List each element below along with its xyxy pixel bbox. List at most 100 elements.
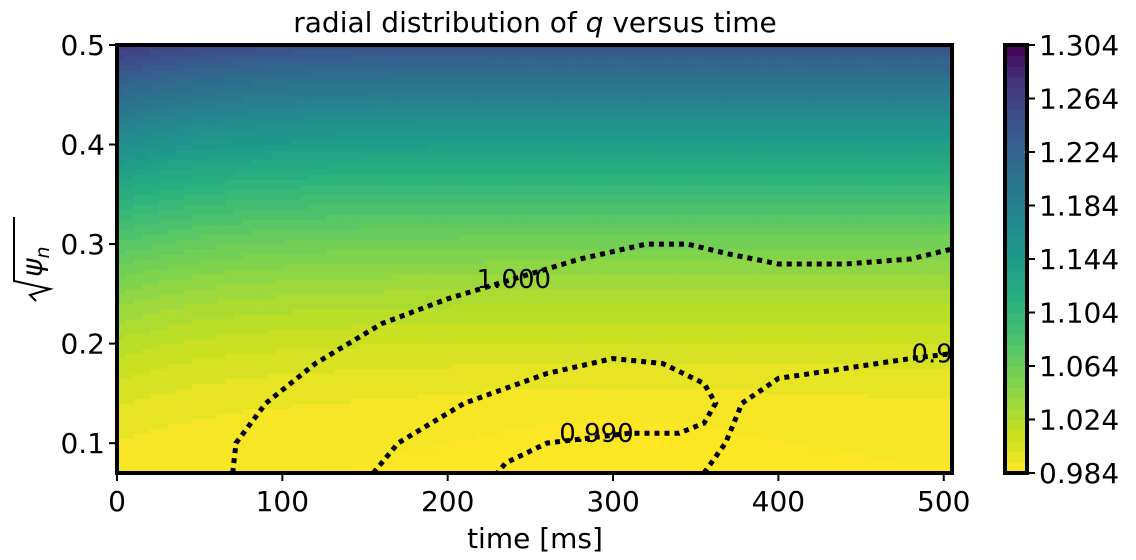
heatmap-cell bbox=[459, 338, 469, 345]
heatmap-cell bbox=[584, 313, 594, 320]
heatmap-cell bbox=[359, 159, 369, 166]
heatmap-cell bbox=[551, 99, 561, 106]
heatmap-cell bbox=[342, 313, 352, 320]
heatmap-cell bbox=[384, 224, 394, 230]
heatmap-cell bbox=[592, 219, 602, 225]
heatmap-cell bbox=[451, 283, 460, 290]
heatmap-cell bbox=[250, 54, 260, 61]
heatmap-cell bbox=[584, 104, 594, 111]
heatmap-cell bbox=[442, 184, 452, 190]
heatmap-cell bbox=[325, 463, 335, 469]
heatmap-cell bbox=[576, 273, 586, 280]
heatmap-cell bbox=[476, 94, 485, 101]
heatmap-cell bbox=[534, 278, 544, 285]
heatmap-cell bbox=[334, 463, 344, 469]
heatmap-cell bbox=[484, 273, 494, 280]
heatmap-cell bbox=[167, 169, 177, 175]
heatmap-cell bbox=[275, 328, 285, 335]
heatmap-cell bbox=[534, 298, 544, 305]
heatmap-cell bbox=[292, 119, 302, 126]
heatmap-cell bbox=[300, 433, 310, 439]
heatmap-cell bbox=[267, 298, 277, 305]
heatmap-cell bbox=[292, 348, 302, 355]
heatmap-cell bbox=[367, 398, 377, 404]
heatmap-cell bbox=[300, 224, 310, 230]
heatmap-cell bbox=[150, 99, 160, 106]
heatmap-cell bbox=[317, 174, 327, 180]
heatmap-cell bbox=[517, 308, 527, 315]
heatmap-cell bbox=[517, 433, 527, 439]
heatmap-cell bbox=[292, 64, 302, 71]
heatmap-cell bbox=[476, 199, 485, 205]
heatmap-cell bbox=[167, 443, 177, 449]
heatmap-cell bbox=[451, 254, 460, 260]
heatmap-cell bbox=[517, 99, 527, 106]
heatmap-cell bbox=[501, 413, 511, 419]
heatmap-cell bbox=[542, 468, 552, 473]
heatmap-cell bbox=[567, 443, 577, 449]
heatmap-cell bbox=[534, 438, 544, 444]
heatmap-cell bbox=[225, 119, 235, 126]
heatmap-cell bbox=[233, 124, 243, 131]
heatmap-cell bbox=[167, 79, 177, 86]
heatmap-cell bbox=[233, 139, 243, 146]
heatmap-cell bbox=[484, 104, 494, 111]
heatmap-cell bbox=[492, 194, 502, 200]
heatmap-cell bbox=[526, 313, 536, 320]
heatmap-cell bbox=[492, 463, 502, 469]
heatmap-cell bbox=[342, 383, 352, 389]
heatmap-cell bbox=[459, 348, 469, 355]
heatmap-cell bbox=[225, 368, 235, 375]
heatmap-cell bbox=[325, 229, 335, 235]
heatmap-cell bbox=[434, 159, 444, 166]
heatmap-cell bbox=[501, 293, 511, 300]
heatmap-cell bbox=[375, 104, 385, 111]
heatmap-cell bbox=[217, 308, 227, 315]
heatmap-cell bbox=[517, 378, 527, 385]
heatmap-cell bbox=[334, 134, 344, 141]
heatmap-cell bbox=[359, 388, 369, 394]
heatmap-cell bbox=[409, 144, 419, 151]
heatmap-cell bbox=[167, 104, 177, 111]
heatmap-cell bbox=[284, 348, 293, 355]
heatmap-cell bbox=[208, 139, 218, 146]
heatmap-cell bbox=[292, 388, 302, 394]
heatmap-cell bbox=[158, 393, 168, 399]
heatmap-cell bbox=[334, 398, 344, 404]
heatmap-cell bbox=[175, 119, 185, 126]
heatmap-cell bbox=[125, 45, 135, 51]
heatmap-cell bbox=[217, 49, 227, 56]
heatmap-cell bbox=[392, 408, 402, 414]
heatmap-cell bbox=[509, 328, 519, 335]
heatmap-cell bbox=[592, 144, 602, 151]
heatmap-cell bbox=[501, 239, 511, 245]
heatmap-cell bbox=[442, 328, 452, 335]
heatmap-cell bbox=[225, 84, 235, 91]
heatmap-cell bbox=[400, 159, 410, 166]
heatmap-cell bbox=[150, 149, 160, 156]
heatmap-cell bbox=[309, 199, 318, 205]
heatmap-cell bbox=[509, 348, 519, 355]
heatmap-cell bbox=[300, 333, 310, 340]
heatmap-cell bbox=[409, 174, 419, 180]
heatmap-cell bbox=[359, 368, 369, 375]
heatmap-cell bbox=[567, 378, 577, 385]
heatmap-cell bbox=[225, 104, 235, 111]
heatmap-cell bbox=[492, 209, 502, 215]
heatmap-cell bbox=[517, 398, 527, 404]
heatmap-cell bbox=[384, 278, 394, 285]
heatmap-cell bbox=[317, 184, 327, 190]
heatmap-cell bbox=[375, 114, 385, 121]
heatmap-cell bbox=[167, 278, 177, 285]
heatmap-cell bbox=[559, 144, 569, 151]
heatmap-cell bbox=[292, 114, 302, 121]
heatmap-cell bbox=[117, 338, 126, 345]
heatmap-cell bbox=[384, 229, 394, 235]
heatmap-cell bbox=[451, 134, 460, 141]
heatmap-cell bbox=[192, 179, 202, 185]
heatmap-cell bbox=[551, 254, 561, 260]
heatmap-cell bbox=[158, 278, 168, 285]
heatmap-cell bbox=[217, 398, 227, 404]
heatmap-cell bbox=[409, 388, 419, 394]
heatmap-cell bbox=[392, 278, 402, 285]
